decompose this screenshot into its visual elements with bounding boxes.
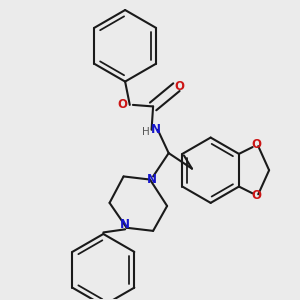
- Text: H: H: [142, 127, 150, 137]
- Text: N: N: [151, 123, 161, 136]
- Text: N: N: [120, 218, 130, 231]
- Text: O: O: [117, 98, 127, 111]
- Text: O: O: [175, 80, 184, 93]
- Text: N: N: [147, 173, 157, 186]
- Text: O: O: [252, 189, 262, 203]
- Text: O: O: [252, 138, 262, 151]
